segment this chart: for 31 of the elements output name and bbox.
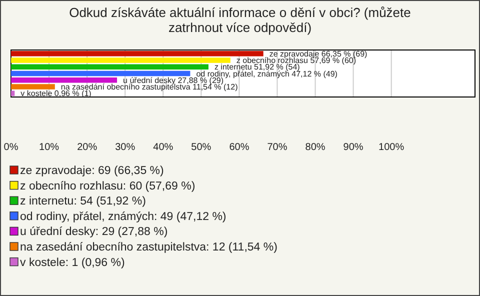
bar [11, 58, 230, 63]
text: na zasedání obecního zastupitelstva: 12 (11,54 %) [20, 242, 278, 254]
bar [11, 84, 55, 90]
data-label: z internetu 51,92 % (54) [214, 62, 300, 72]
bar [11, 77, 118, 83]
x-tick-label: 100% [378, 142, 404, 153]
text: ze zpravodaje: 69 (66,35 %) [20, 165, 164, 178]
text: z internetu: 54 (51,92 %) [20, 196, 146, 208]
data-label: ze zpravodaje 66,35 % (69) [269, 49, 368, 58]
x-tick-label: 40% [153, 142, 174, 153]
text: z obecního rozhlasu: 60 (57,69 %) [20, 180, 196, 192]
x-tick-label: 0% [4, 142, 18, 153]
x-tick-label: 30% [115, 142, 136, 153]
bar [11, 50, 264, 56]
bar [11, 64, 208, 70]
bar [11, 70, 190, 76]
bar [11, 90, 15, 96]
x-tick-label: 50% [191, 142, 212, 153]
text: v kostele: 1 (0,96 %) [20, 256, 125, 269]
x-tick-label: 60% [229, 142, 250, 153]
data-label: v kostele 0,96 % (1) [20, 89, 92, 98]
x-tick-label: 10% [39, 142, 60, 153]
chart-title: Odkud získáváte aktuální informace o dění v obci? (můžete zatrhnout více odpovědí) [69, 5, 411, 35]
x-tick-label: 90% [343, 142, 364, 153]
x-tick-label: 20% [77, 142, 98, 153]
text: od rodiny, přátel, známých: 49 (47,12 %) [20, 210, 226, 223]
data-label: od rodiny, přátel, známých 47,12 % (49) [196, 69, 338, 78]
data-label: u úřední desky 27,88 % (29) [123, 76, 224, 85]
x-tick-label: 80% [305, 142, 326, 153]
text: u úřední desky: 29 (27,88 %) [20, 226, 168, 238]
x-tick-label: 70% [267, 142, 288, 153]
